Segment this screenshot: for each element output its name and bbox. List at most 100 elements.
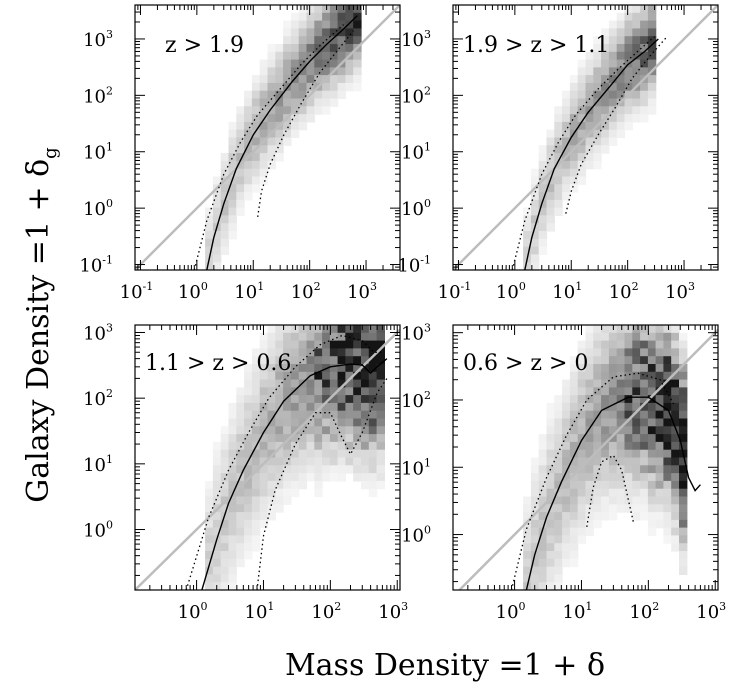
density-cell [585, 371, 594, 381]
density-cell [546, 129, 555, 139]
density-cell [298, 121, 308, 131]
density-cell [546, 192, 555, 201]
dotted-lower-percentile [257, 30, 355, 217]
density-cell [205, 574, 214, 583]
density-cell [577, 106, 587, 115]
y-tick-base: 10 [83, 323, 106, 344]
density-cell [647, 90, 657, 100]
density-cell [624, 340, 633, 349]
density-cell [624, 387, 633, 396]
y-tick-exponent: 3 [424, 322, 431, 335]
density-cell [569, 527, 579, 536]
density-cell [624, 75, 633, 84]
density-cell [593, 153, 602, 162]
density-cell [290, 51, 300, 61]
density-cell [220, 574, 230, 583]
density-cell [593, 488, 602, 498]
density-cell [569, 379, 579, 388]
density-cell [259, 434, 269, 443]
density-cell [212, 457, 222, 466]
density-cell [569, 371, 579, 381]
density-cell [608, 473, 618, 482]
density-cell [298, 395, 308, 404]
density-cell [577, 176, 587, 185]
density-cell [562, 449, 571, 459]
density-cell [593, 496, 602, 505]
density-cell [585, 90, 594, 100]
tick-marks [452, 4, 719, 271]
density-cell [329, 348, 339, 357]
density-cell [554, 465, 563, 474]
density-cell [345, 410, 354, 420]
identity-line [135, 328, 400, 590]
density-cell [244, 426, 253, 435]
density-cell [290, 441, 300, 451]
x-tick-exponent: 3 [401, 600, 408, 613]
density-cell [671, 364, 680, 373]
density-cell [244, 543, 253, 552]
density-cell [585, 527, 594, 536]
density-cell [616, 426, 626, 435]
density-cell [376, 364, 385, 373]
density-cell [306, 36, 315, 45]
density-cell [251, 137, 261, 146]
density-cell [259, 371, 269, 381]
density-cell [212, 473, 222, 482]
y-tick-base: 10 [401, 199, 424, 220]
density-cell [267, 121, 276, 131]
density-cell [228, 535, 237, 544]
density-cell [275, 114, 284, 123]
density-cell [259, 418, 269, 427]
density-cell [251, 387, 261, 396]
density-cell [251, 153, 261, 162]
density-cell [314, 426, 323, 435]
density-cell [298, 457, 308, 466]
density-cell [212, 262, 222, 270]
density-cell [608, 28, 618, 37]
density-cell [337, 44, 346, 53]
density-cell [298, 364, 308, 373]
density-cell [585, 356, 594, 365]
density-cell [640, 114, 649, 123]
y-tick-base: 10 [83, 521, 106, 542]
density-cell [251, 168, 261, 178]
density-cell [220, 457, 230, 466]
density-cell [298, 44, 308, 53]
density-cell [593, 114, 602, 123]
density-cell [290, 410, 300, 420]
density-cell [530, 496, 540, 505]
density-cell [554, 114, 563, 123]
identity-line [458, 329, 718, 590]
density-cell [314, 434, 323, 443]
density-cell [554, 488, 563, 498]
density-cell [283, 426, 292, 435]
density-cell [624, 395, 633, 404]
density-cell [283, 364, 292, 373]
density-cell [616, 379, 626, 388]
density-cell [244, 449, 253, 459]
density-cell [655, 379, 664, 388]
panel-label: 1.1 > z > 0.6 [145, 351, 291, 376]
density-cell [212, 543, 222, 552]
density-cell [647, 410, 657, 420]
density-cell [647, 480, 657, 490]
density-cell [275, 480, 284, 490]
density-cell [345, 387, 354, 396]
density-cell [275, 364, 284, 373]
density-cell [608, 379, 618, 388]
density-cell [283, 480, 292, 490]
density-cell [244, 129, 253, 139]
density-cell [569, 98, 579, 107]
x-tick-exponent: 1 [267, 600, 274, 613]
density-cell [530, 262, 540, 270]
density-cell [593, 434, 602, 443]
density-cell [616, 434, 626, 443]
density-cell [538, 145, 548, 154]
density-cell [329, 90, 339, 100]
y-tick-base: 10 [401, 526, 424, 547]
density-cell [368, 449, 378, 459]
density-cell [283, 137, 292, 146]
density-cell [368, 379, 378, 388]
median-curve [525, 396, 701, 590]
